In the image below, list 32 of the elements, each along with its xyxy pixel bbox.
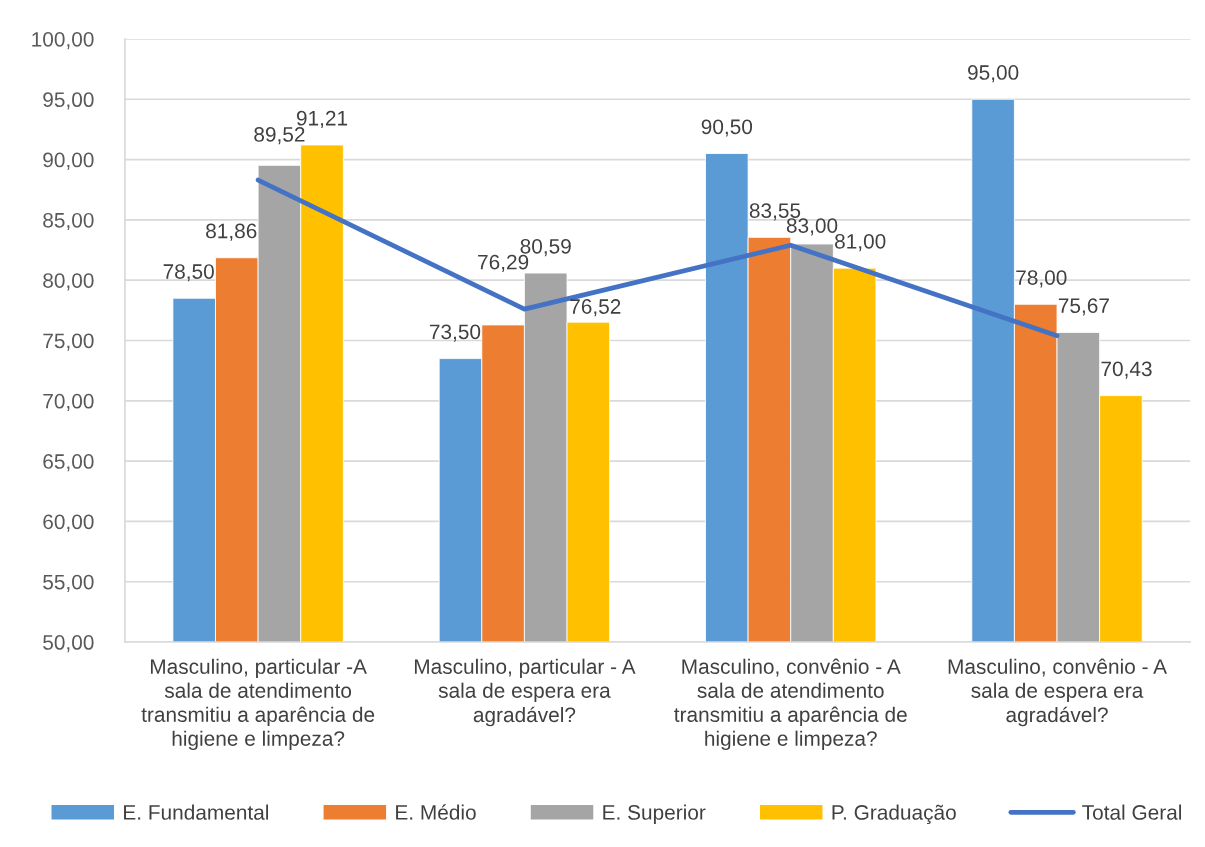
y-tick-label: 90,00 — [43, 152, 94, 170]
data-label: 78,00 — [1016, 270, 1067, 288]
data-label: 81,00 — [835, 233, 886, 252]
y-tick-label: 55,00 — [43, 574, 94, 592]
data-label: 75,67 — [1058, 298, 1109, 316]
data-label: 70,43 — [1101, 361, 1152, 379]
data-label: 73,50 — [429, 324, 481, 342]
data-label: 81,86 — [206, 223, 257, 241]
y-tick-label: 75,00 — [43, 333, 94, 351]
data-label: 95,00 — [968, 65, 1019, 83]
x-tick-label: Masculino, convênio - A sala de atendimento transmitiu a aparência de higiene e limpeza? — [674, 658, 907, 751]
data-label: 78,50 — [163, 264, 214, 282]
legend-label: Total Geral — [1082, 804, 1182, 820]
y-tick-label: 100,00 — [32, 31, 94, 50]
legend-label: E. Superior — [603, 804, 706, 824]
legend-label: E. Médio — [396, 804, 476, 820]
data-label: 90,50 — [701, 119, 753, 137]
y-tick-label: 85,00 — [43, 212, 94, 231]
y-tick-label: 50,00 — [43, 635, 94, 653]
data-label: 76,52 — [570, 299, 621, 317]
y-tick-label: 80,00 — [43, 273, 94, 291]
x-tick-label: Masculino, particular - A sala de espera era agradável? — [414, 658, 636, 727]
data-label: 89,52 — [254, 127, 305, 145]
x-tick-label: Masculino, particular -A sala de atendimento transmitiu a aparência de higiene e limpeza? — [141, 658, 375, 751]
y-tick-label: 60,00 — [43, 514, 94, 532]
legend-label: P. Graduação — [832, 804, 956, 825]
y-tick-label: 65,00 — [43, 454, 94, 472]
y-tick-label: 70,00 — [43, 393, 94, 412]
data-label: 91,21 — [296, 110, 348, 129]
y-tick-label: 95,00 — [43, 92, 94, 110]
x-tick-label: Masculino, convênio - A sala de espera era agradável? — [948, 658, 1167, 727]
legend-label: E. Fundamental — [124, 804, 269, 820]
